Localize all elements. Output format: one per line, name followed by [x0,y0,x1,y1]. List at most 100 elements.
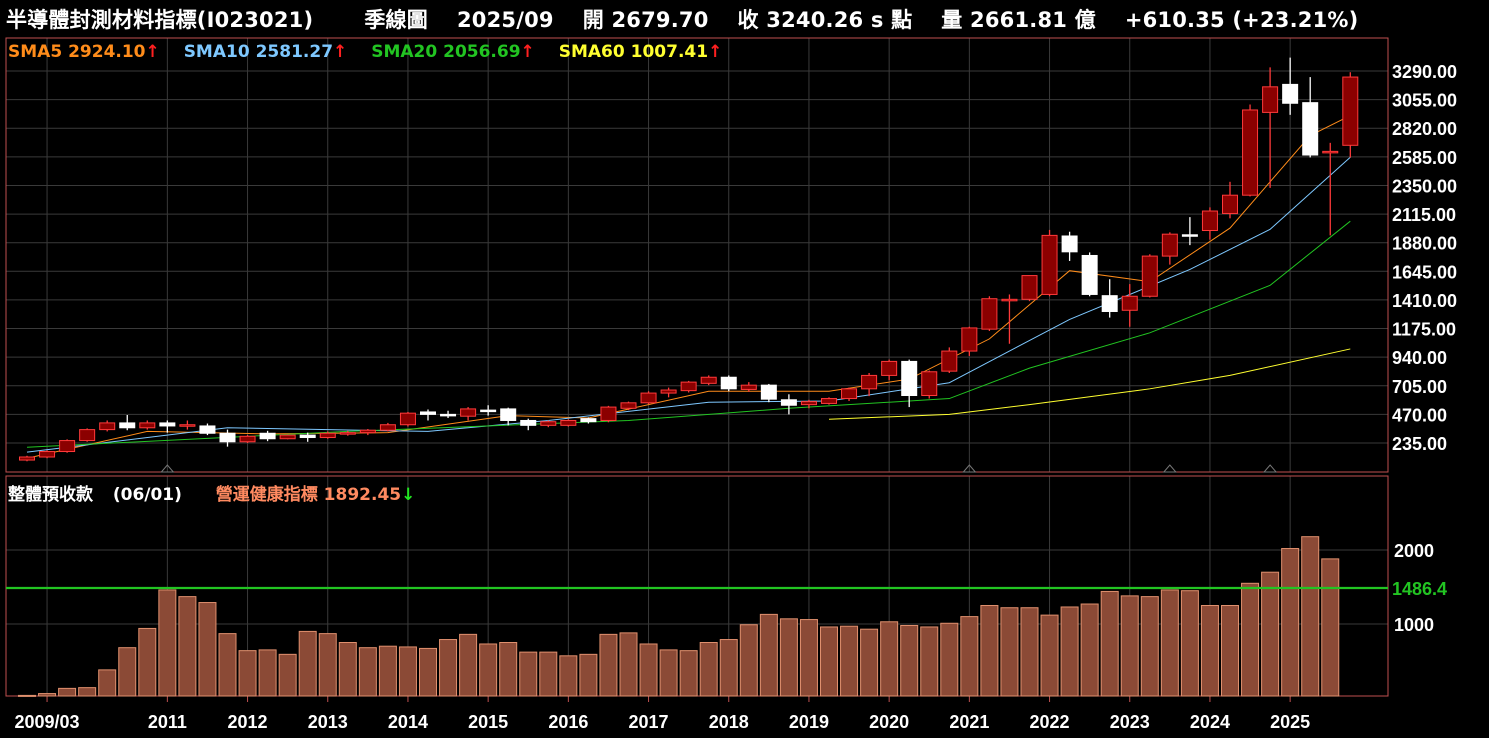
price-tick-label: 1410.00 [1392,291,1457,311]
candle-body [861,374,878,390]
up-arrow-icon: ↑ [333,42,348,62]
bar [198,602,217,697]
bar [539,651,558,697]
candle-body [199,425,216,434]
bar [238,650,257,697]
price-tick-label: 1175.00 [1392,320,1456,340]
x-tick-label: 2013 [308,712,348,732]
ma-legend: SMA5 2924.10↑ SMA10 2581.27↑ SMA20 2056.… [8,42,740,62]
candle-body [1001,298,1018,302]
candle-body [1081,254,1098,295]
candle-body [319,432,336,439]
sma60-legend: SMA60 1007.41↑ [559,42,723,62]
sma20-value: 2056.69 [443,42,521,62]
bar [699,642,718,697]
sma10-label: SMA10 [183,42,250,62]
bar [439,639,458,697]
sma5-legend: SMA5 2924.10↑ [8,42,166,62]
bar [900,624,919,697]
bar [739,624,758,697]
bar [338,642,357,697]
x-tick-label: 2015 [468,712,508,732]
candle-body [720,376,737,390]
bar [158,589,177,697]
bar [719,639,738,697]
bar [679,650,698,697]
candle-body [1282,83,1299,104]
bar [258,649,277,697]
x-tick-label: 2023 [1110,712,1150,732]
candle-body [1322,150,1339,154]
candle-body [219,432,236,443]
candle-body [1181,234,1198,237]
bar [98,669,117,697]
bar [980,605,999,697]
bar [118,647,137,697]
candle-body [1242,109,1259,196]
price-tick-label: 470.00 [1392,405,1447,425]
candle-body [961,327,978,352]
price-tick-label: 2350.00 [1392,176,1457,196]
sub-tick-label: 2000 [1394,541,1434,561]
change-value: +610.35 (+23.21%) [1124,8,1359,32]
volume-unit: 億 [1074,8,1096,32]
candle-body [660,389,677,394]
period-markers [160,464,1278,473]
bar [1060,606,1079,697]
candle-body [500,408,517,421]
bar [1100,590,1119,697]
candle-body [239,435,256,443]
bar [759,613,778,697]
x-tick-label: 2025 [1270,712,1310,732]
axis-labels: 3290.00 3055.00 2820.00 2585.00 2350.00 2115.… [15,62,1458,732]
price-tick-label: 235.00 [1392,434,1447,454]
bar [779,618,798,697]
candle-body [800,401,817,406]
bar [880,621,899,697]
bar [78,687,97,697]
bar [459,633,478,697]
candle-body [1061,235,1078,253]
price-tick-label: 3290.00 [1392,62,1457,82]
sma60-value: 1007.41 [630,42,709,62]
candle-body [379,424,396,431]
candle-body [480,409,497,413]
close-suffix: s [870,8,884,32]
x-tick-label: 2017 [629,712,669,732]
bar [138,627,157,697]
open-value: 2679.70 [611,8,709,32]
candle-body [1161,233,1178,257]
bar [1321,558,1340,697]
x-tick-label: 2012 [228,712,268,732]
close-label: 收 [737,8,759,32]
candle-body [1021,275,1038,300]
bar [479,643,498,697]
open-label: 開 [582,8,604,32]
reference-line-label: 1486.4 [1392,579,1447,599]
bar [38,693,57,697]
candle-body [299,434,316,439]
bar [1301,536,1320,697]
price-tick-label: 2820.00 [1392,119,1457,139]
candle-body [981,298,998,330]
sma5-label: SMA5 [8,42,63,62]
candle-body [560,419,577,426]
bar [860,628,879,697]
bar [920,626,939,697]
bar [659,649,678,697]
candle-body [1141,255,1158,297]
index-name: 半導體封測材料指標(I023021) [6,8,314,32]
candle-body [1342,76,1359,146]
candle-body [1101,295,1118,312]
candle-body [600,406,617,421]
bar [1160,589,1179,697]
sma20-label: SMA20 [371,42,438,62]
candle-body [620,402,637,409]
candle-body [119,422,136,429]
candle-body [780,399,797,406]
bar [1281,548,1300,697]
bar [1080,603,1099,697]
health-indicator-label: 營運健康指標 [215,485,318,505]
candle-body [420,411,436,415]
x-tick-label: 2021 [949,712,989,732]
